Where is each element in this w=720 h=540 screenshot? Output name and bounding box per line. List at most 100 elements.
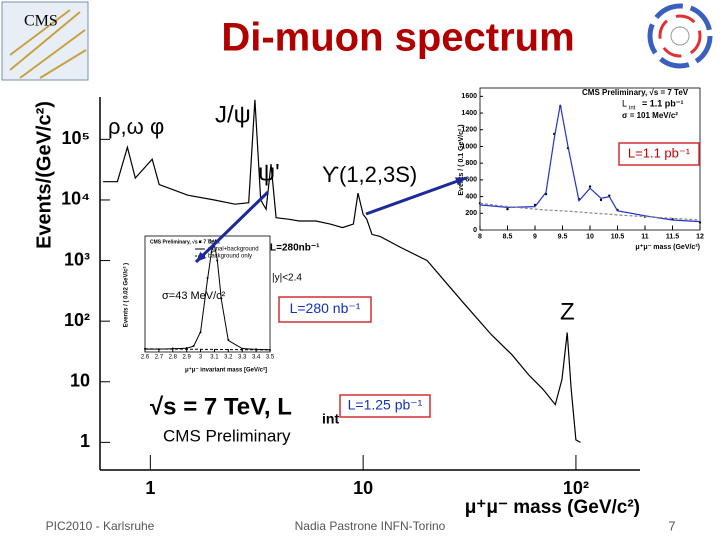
arrow-head — [196, 251, 207, 262]
annotation: ψ' — [258, 159, 280, 186]
luminosity-label: L=1.25 pb⁻¹ — [348, 397, 423, 413]
x-tick-label: 3.1 — [210, 355, 219, 361]
inset-title: CMS Preliminary, √s = 7 TeV — [582, 88, 689, 97]
annotation: ϒ(1,2,3S) — [322, 162, 417, 187]
x-tick-label: 3.2 — [224, 355, 233, 361]
x-tick-label: 10 — [586, 233, 594, 240]
x-tick-label: 9 — [533, 233, 537, 240]
annotation: σ=43 MeV/c² — [162, 290, 226, 302]
x-tick-label: 3.4 — [252, 355, 261, 361]
x-tick-label: 2.7 — [155, 355, 164, 361]
logo-core — [670, 26, 690, 46]
background-curve — [144, 348, 271, 351]
annotation: Z — [560, 298, 575, 325]
annotation: |y|<2.4 — [272, 273, 302, 284]
footer-left: PIC2010 - Karlsruhe — [46, 519, 155, 533]
chart: 1 10 10² 10³ 10⁴ 10⁵ 1 10 10² Events/(GeV/c²) μ⁺μ⁻… — [33, 97, 640, 518]
x-tick-label: 8.5 — [503, 233, 513, 240]
annotation: int — [629, 106, 636, 112]
inset-background — [454, 82, 716, 252]
y-tick-label: 10⁵ — [62, 128, 90, 148]
cms-logo: CMS — [1, 1, 89, 81]
logo-text: CMS — [24, 13, 58, 30]
plot-frame — [144, 235, 271, 353]
x-tick-label: 2.8 — [169, 355, 178, 361]
y-tick-label: 0 — [473, 227, 477, 234]
y-tick-label: 400 — [465, 193, 477, 200]
luminosity-box — [339, 394, 431, 418]
y-tick-label: 1000 — [461, 143, 477, 150]
logo-ring — [658, 14, 702, 58]
data-point — [599, 198, 603, 202]
annotation: ρ,ω — [108, 114, 144, 139]
x-axis-label: μ⁺μ⁻ invariant mass [GeV/c²] — [185, 367, 267, 374]
spectrum-line — [145, 243, 271, 351]
inset-background — [118, 230, 274, 378]
chart: 0 200 400 600 800 1000 1200 1400 1600 8 8.5 9 9.5 10 1… — [454, 82, 716, 252]
y-axis-label: Events / ( 0.1 GeV/c² ) — [458, 124, 465, 195]
x-tick-label: 10.5 — [611, 233, 625, 240]
inset-title: CMS Preliminary, √s = 7 TeV — [150, 239, 217, 245]
page-number: 7 — [668, 518, 675, 533]
legend-marker — [198, 240, 202, 244]
y-axis-label: Events/(GeV/c²) — [33, 101, 55, 249]
x-tick-label: 11 — [641, 233, 649, 240]
pointer-arrow — [365, 176, 467, 216]
annotation: L — [622, 98, 627, 108]
annotation: J/ψ — [215, 101, 251, 128]
x-axis-label: μ⁺μ⁻ mass (GeV/c²) — [635, 244, 700, 251]
x-tick-label: 10 — [353, 478, 373, 498]
y-tick-label: 600 — [465, 177, 477, 184]
data-point — [588, 185, 592, 188]
x-tick-label: 2.6 — [141, 355, 150, 361]
y-axis-label: Events / ( 0.02 GeV/c² ) — [123, 263, 130, 327]
luminosity-label: L=280 nb⁻¹ — [290, 300, 361, 316]
x-tick-label: 9.5 — [558, 233, 568, 240]
annotation: φ — [150, 114, 164, 139]
x-tick-label: 12 — [696, 233, 704, 240]
x-tick-label: 3.5 — [266, 355, 275, 361]
pointer-arrow — [194, 190, 270, 264]
x-tick-label: 3 — [199, 355, 203, 361]
annotation: int — [322, 411, 339, 427]
y-tick-label: 10 — [70, 371, 90, 391]
y-tick-label: 10⁴ — [61, 189, 90, 209]
spectrum-line — [103, 99, 581, 443]
luminosity-label: L=1.1 pb⁻¹ — [628, 145, 691, 160]
y-tick-label: 1 — [80, 431, 90, 451]
x-tick-label: 2.9 — [182, 355, 191, 361]
chart: 2.62.72.82.933.13.23.33.43.5datasignal+b… — [118, 230, 372, 378]
y-tick-label: 10² — [64, 310, 90, 330]
x-tick-label: 3.3 — [238, 355, 247, 361]
background-curve — [479, 202, 701, 221]
y-tick-label: 1600 — [461, 93, 477, 100]
logo-lines — [9, 9, 87, 79]
annotation: L=280nb⁻¹ — [270, 243, 320, 254]
spectrum-line — [479, 104, 701, 223]
x-axis-label: μ⁺μ⁻ mass (GeV/c²) — [465, 497, 640, 518]
legend-label: signal+background — [208, 247, 259, 253]
luminosity-box — [618, 142, 700, 166]
legend-label: background only — [208, 254, 252, 260]
arrow-head — [455, 177, 466, 186]
y-tick-label: 1200 — [461, 127, 477, 134]
annotation: CMS Preliminary — [163, 426, 291, 445]
y-tick-label: 800 — [465, 160, 477, 167]
annotation: = 1.1 pb⁻¹ — [642, 98, 684, 108]
y-tick-label: 10³ — [64, 249, 90, 269]
y-tick-label: 1400 — [461, 110, 477, 117]
luminosity-box — [278, 296, 372, 323]
annotation: σ = 101 MeV/c² — [622, 111, 678, 120]
conference-logo — [647, 3, 713, 69]
x-tick-label: 8 — [478, 233, 482, 240]
slide-title: Di-muon spectrum — [221, 16, 574, 60]
annotation: √s = 7 TeV, L — [150, 393, 292, 420]
data-point — [506, 207, 509, 211]
x-tick-label: 10² — [563, 478, 589, 498]
x-tick-label: 1 — [145, 478, 155, 498]
logo-ring — [647, 3, 713, 69]
x-tick-label: 11.5 — [666, 233, 679, 240]
y-tick-label: 200 — [465, 210, 477, 217]
